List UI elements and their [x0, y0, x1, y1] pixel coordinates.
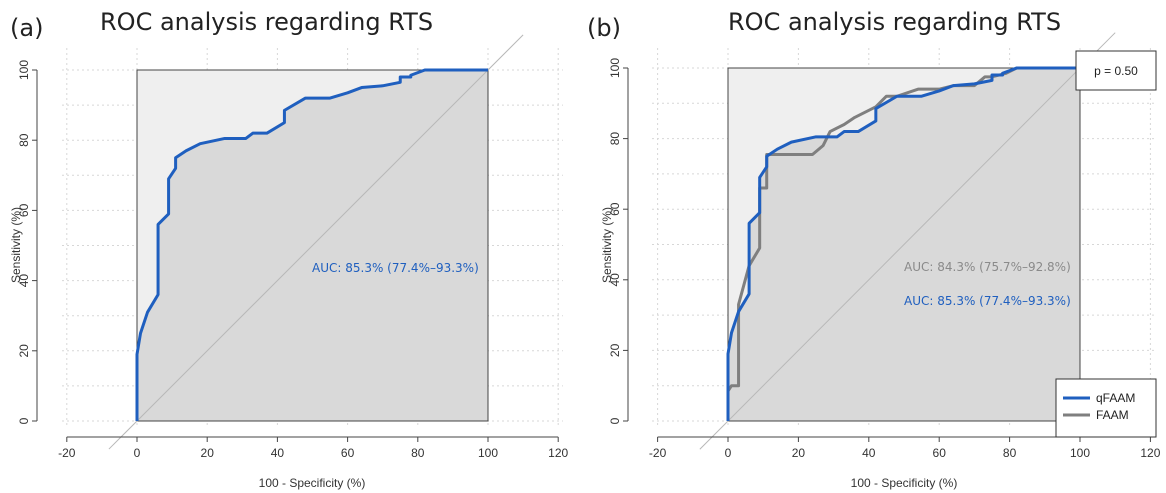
y-tick-label: 20: [17, 344, 31, 358]
x-tick-label: 0: [134, 446, 141, 460]
roc-curve-faam: [726, 66, 1080, 421]
panel-b-auc-label-faam: AUC: 84.3% (75.7%–92.8%): [904, 260, 1071, 274]
panel-b: -20 0 20 40 60 80 100 120 0 20 40 60 80 100 (b) ROC a…: [587, 8, 1161, 490]
x-tick-label: 100: [1070, 446, 1090, 460]
x-tick-label: 100: [478, 446, 498, 460]
chance-diagonal: [108, 34, 524, 450]
x-tick-label: 120: [1140, 446, 1160, 460]
panel-b-letter: (b): [587, 14, 621, 42]
y-tick-label: 100: [17, 60, 31, 80]
panel-b-auc-label-qfaam: AUC: 85.3% (77.4%–93.3%): [904, 294, 1071, 308]
roc-square-border: [727, 67, 1081, 422]
roc-square-border: [136, 69, 489, 422]
legend-label-faam: FAAM: [1096, 408, 1129, 422]
y-tick-label: 20: [608, 343, 622, 357]
panel-b-ylabel: Sensitivity (%): [600, 207, 614, 283]
panel-a-title: ROC analysis regarding RTS: [100, 8, 433, 36]
x-tick-label: 40: [271, 446, 285, 460]
panel-a: -20 0 20 40 60 80 100 120 0 20 40 60 80 100 (a) ROC a…: [9, 8, 569, 490]
x-tick-label: 20: [792, 446, 806, 460]
y-tick-label: 40: [608, 273, 622, 287]
panel-a-ylabel: Sensitivity (%): [9, 207, 23, 283]
x-tick-label: -20: [649, 446, 667, 460]
panel-a-auc-label: AUC: 85.3% (77.4%–93.3%): [312, 261, 479, 275]
panel-a-xlabel: 100 - Specificity (%): [259, 476, 366, 490]
y-tick-label: 0: [608, 417, 622, 424]
x-tick-label: 120: [548, 446, 568, 460]
roc-curve-qfaam: [726, 66, 1080, 421]
p-value-box: [1075, 50, 1157, 91]
x-tick-label: 0: [725, 446, 732, 460]
p-value-text: p = 0.50: [1094, 64, 1138, 78]
x-tick-label: 80: [1003, 446, 1017, 460]
x-tick-label: 20: [201, 446, 215, 460]
legend-box: [1055, 378, 1157, 438]
legend-label-qfaam: qFAAM: [1096, 391, 1135, 405]
x-tick-label: 40: [862, 446, 876, 460]
roc-curve-series-0: [135, 68, 488, 421]
y-tick-label: 80: [608, 132, 622, 146]
panel-b-xlabel: 100 - Specificity (%): [851, 476, 958, 490]
y-tick-label: 80: [17, 133, 31, 147]
chance-diagonal: [699, 32, 1116, 450]
x-tick-label: 80: [411, 446, 425, 460]
x-tick-label: 60: [341, 446, 355, 460]
x-tick-label: -20: [58, 446, 76, 460]
y-tick-label: 100: [608, 58, 622, 78]
y-tick-label: 0: [17, 417, 31, 424]
panel-b-title: ROC analysis regarding RTS: [728, 8, 1061, 36]
y-tick-label: 60: [17, 203, 31, 217]
y-tick-label: 40: [17, 274, 31, 288]
panel-a-letter: (a): [10, 14, 43, 42]
y-tick-label: 60: [608, 202, 622, 216]
x-tick-label: 60: [933, 446, 947, 460]
